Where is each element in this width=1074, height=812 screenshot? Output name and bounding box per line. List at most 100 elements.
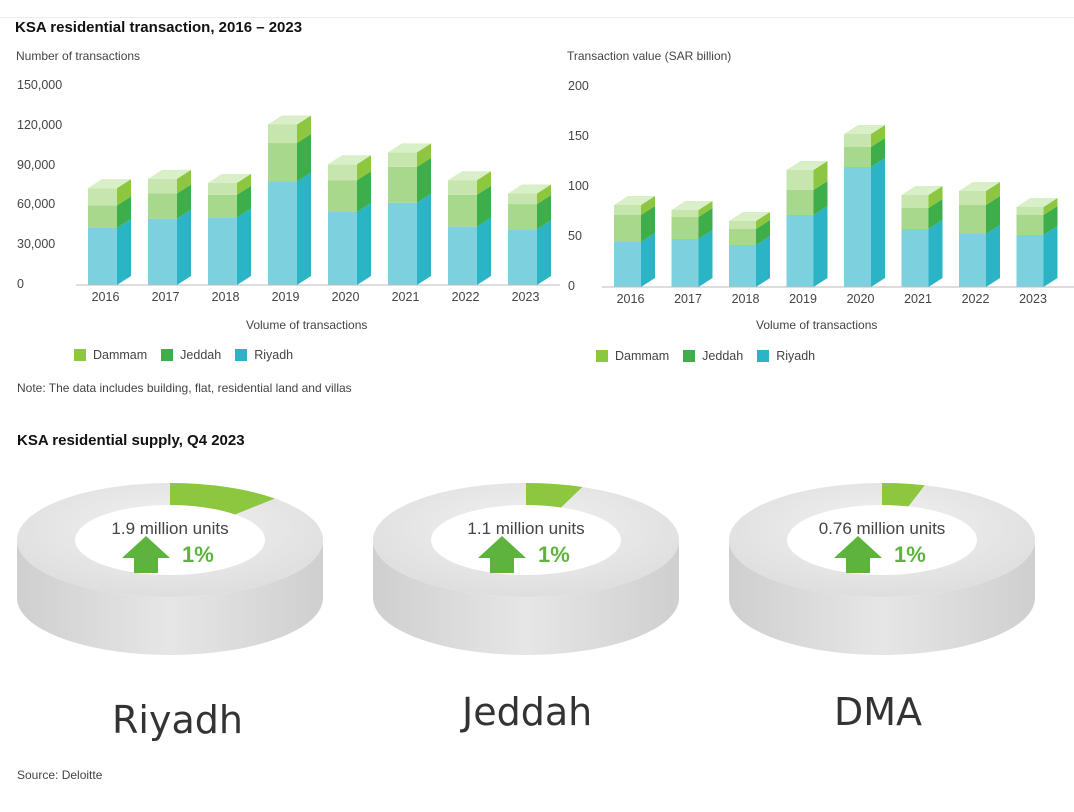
bar-dammam-2018 — [729, 221, 756, 229]
x-tick-label: 2021 — [392, 290, 420, 304]
bar-side-riyadh-2017 — [177, 209, 191, 285]
legend-label-dammam: Dammam — [615, 349, 670, 363]
y-tick-label: 0 — [17, 277, 24, 291]
donut-city-jeddah: Jeddah — [462, 690, 593, 734]
bar-stack-2023 — [1016, 198, 1058, 287]
bar-dammam-2022 — [959, 191, 986, 205]
bar-top-2016 — [614, 196, 655, 205]
legend-swatch-dammam — [596, 350, 608, 362]
donut-city-riyadh: Riyadh — [112, 698, 243, 742]
top-divider — [0, 17, 1074, 18]
bar-dammam-2021 — [388, 152, 417, 167]
y-tick-label: 150,000 — [17, 78, 63, 92]
source-note: Source: Deloitte — [17, 768, 103, 782]
bar-stack-2016 — [614, 196, 655, 287]
bar-riyadh-2019 — [786, 215, 814, 287]
bar-dammam-2017 — [671, 210, 699, 217]
y-tick-label: 120,000 — [17, 117, 63, 132]
bar-side-riyadh-2023 — [537, 220, 551, 285]
bar-top-2016 — [88, 179, 131, 189]
donut-hole — [432, 506, 620, 574]
bar-jeddah-2020 — [844, 147, 871, 167]
bar-side-riyadh-2023 — [1043, 226, 1058, 287]
bar-riyadh-2023 — [508, 229, 537, 285]
bar-dammam-2020 — [328, 164, 357, 181]
legend-swatch-jeddah — [161, 349, 174, 361]
bar-dammam-2019 — [268, 124, 297, 144]
left-chart-y-title: Number of transactions — [16, 49, 141, 63]
bar-riyadh-2018 — [729, 245, 756, 287]
bar-stack-2022 — [448, 171, 491, 285]
bar-side-jeddah-2016 — [641, 206, 655, 242]
legend-swatch-jeddah — [683, 350, 696, 362]
x-tick-label: 2016 — [617, 292, 645, 306]
bar-stack-2019 — [786, 161, 828, 287]
bar-stack-2019 — [268, 115, 311, 285]
donut-units-label: 1.1 million units — [467, 519, 584, 538]
bar-dammam-2018 — [208, 182, 237, 195]
bar-top-2021 — [388, 143, 431, 153]
bar-top-2018 — [729, 212, 770, 221]
bar-stack-2023 — [508, 184, 551, 285]
y-tick-label: 60,000 — [17, 197, 56, 212]
donut-change-label: 1% — [538, 542, 570, 567]
right-chart-y-title: Transaction value (SAR billion) — [567, 49, 732, 63]
bar-riyadh-2023 — [1016, 235, 1044, 287]
bar-dammam-2021 — [901, 195, 929, 208]
bar-side-riyadh-2021 — [928, 220, 943, 287]
donut-units-label: 0.76 million units — [819, 519, 946, 538]
bar-side-riyadh-2020 — [871, 158, 885, 287]
x-tick-label: 2023 — [512, 290, 540, 304]
bar-riyadh-2018 — [208, 217, 237, 285]
x-tick-label: 2016 — [92, 290, 120, 304]
bar-stack-2021 — [388, 143, 431, 285]
bar-jeddah-2022 — [448, 194, 477, 227]
bar-riyadh-2021 — [901, 229, 929, 287]
bar-top-2017 — [148, 169, 191, 179]
bar-riyadh-2017 — [148, 218, 177, 285]
bar-side-jeddah-2020 — [357, 171, 371, 213]
bar-jeddah-2020 — [328, 180, 357, 213]
bar-side-jeddah-2022 — [986, 196, 1000, 234]
bar-riyadh-2016 — [88, 227, 117, 285]
bar-side-riyadh-2022 — [477, 217, 491, 285]
left-chart-x-title: Volume of transactions — [246, 318, 368, 332]
bar-riyadh-2022 — [448, 226, 477, 285]
bar-dammam-2016 — [614, 205, 641, 215]
donut-jeddah: 1.1 million units 1% — [373, 483, 679, 655]
bar-side-dammam-2023 — [1043, 198, 1058, 215]
bar-top-2023 — [1016, 198, 1058, 207]
donut-share-wedge — [170, 483, 275, 515]
bar-jeddah-2016 — [614, 215, 641, 242]
bar-side-dammam-2023 — [537, 184, 551, 205]
donut-ring — [729, 483, 1035, 597]
bar-side-jeddah-2019 — [813, 181, 828, 215]
bar-side-riyadh-2019 — [297, 172, 311, 285]
bar-top-2018 — [208, 173, 251, 183]
bar-jeddah-2017 — [671, 217, 699, 239]
bar-stack-2018 — [208, 173, 251, 285]
bar-top-2020 — [844, 125, 885, 134]
bar-riyadh-2022 — [959, 234, 986, 287]
bar-jeddah-2022 — [959, 205, 986, 234]
bar-top-2019 — [268, 115, 311, 125]
donut-change-label: 1% — [894, 542, 926, 567]
donut-units-label: 1.9 million units — [111, 519, 228, 538]
x-tick-label: 2022 — [452, 290, 480, 304]
donut-dma: 0.76 million units 1% — [729, 483, 1035, 655]
legend-item-riyadh: Riyadh — [235, 348, 293, 362]
bar-dammam-2022 — [448, 180, 477, 195]
bar-stack-2020 — [328, 155, 371, 285]
bar-jeddah-2019 — [268, 143, 297, 182]
y-tick-label: 0 — [568, 279, 575, 293]
bar-side-dammam-2021 — [928, 186, 943, 208]
bar-side-jeddah-2021 — [417, 157, 431, 203]
up-arrow-icon — [834, 536, 882, 573]
bar-jeddah-2021 — [388, 166, 417, 203]
x-tick-label: 2020 — [847, 292, 875, 306]
x-tick-label: 2022 — [962, 292, 990, 306]
bar-side-jeddah-2017 — [698, 208, 713, 239]
bar-side-jeddah-2018 — [756, 220, 770, 245]
bar-side-dammam-2020 — [871, 125, 885, 147]
